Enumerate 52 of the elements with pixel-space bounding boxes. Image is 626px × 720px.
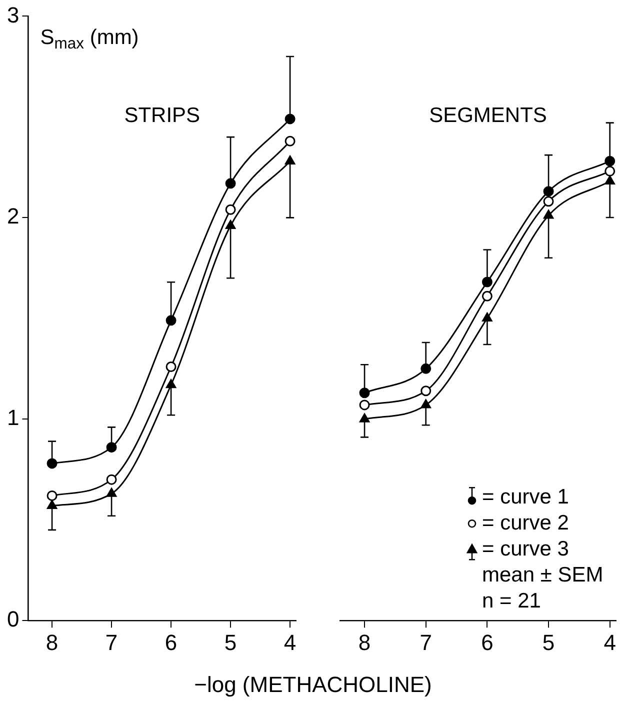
- point: [225, 220, 236, 229]
- point: [359, 388, 370, 398]
- legend-label: = curve 2: [482, 511, 569, 534]
- x-tick-label: 4: [284, 630, 296, 655]
- point: [604, 156, 616, 166]
- text: SEGMENTS: [429, 104, 547, 127]
- point: [604, 166, 616, 176]
- x-tick-label: 6: [481, 630, 494, 655]
- point: [482, 312, 492, 322]
- point: [166, 379, 176, 388]
- legend-label: = curve 3: [482, 537, 569, 560]
- point: [543, 210, 554, 219]
- point: [46, 458, 58, 469]
- x-axis-title: −log (METHACHOLINE): [193, 672, 433, 698]
- x-tick-label: 8: [358, 630, 371, 655]
- annotation: n = 21: [482, 589, 541, 612]
- point: [359, 413, 370, 422]
- x-tick-label: 8: [46, 630, 58, 655]
- x-tick-label: 7: [420, 630, 432, 655]
- y-tick-label: 1: [6, 405, 20, 430]
- point: [543, 196, 554, 207]
- point: [604, 176, 615, 185]
- x-tick-label: 6: [164, 630, 178, 655]
- point: [284, 136, 296, 146]
- point: [106, 474, 117, 485]
- point: [166, 315, 176, 326]
- point: [420, 399, 431, 408]
- point: [482, 276, 492, 288]
- point: [225, 204, 236, 215]
- y-tick-label: 3: [6, 2, 20, 28]
- x-tick-label: 5: [224, 630, 237, 655]
- x-tick-label: 5: [542, 630, 555, 655]
- y-tick-label: 0: [6, 606, 20, 632]
- annotation: mean ± SEM: [482, 563, 604, 586]
- point: [106, 442, 117, 453]
- point: [420, 363, 432, 374]
- point: [106, 488, 117, 497]
- point: [46, 490, 58, 501]
- point: [482, 290, 492, 302]
- y-tick-label: 2: [6, 204, 20, 229]
- point: [284, 114, 296, 124]
- point: [46, 500, 58, 510]
- point: [359, 400, 370, 410]
- point: [420, 386, 432, 396]
- point: [543, 186, 554, 197]
- x-tick-label: 7: [105, 630, 118, 655]
- point: [284, 156, 296, 165]
- legend-label: = curve 1: [482, 485, 569, 508]
- point: [166, 362, 176, 372]
- point: [225, 178, 236, 189]
- x-tick-label: 4: [604, 630, 616, 655]
- text: STRIPS: [124, 104, 200, 127]
